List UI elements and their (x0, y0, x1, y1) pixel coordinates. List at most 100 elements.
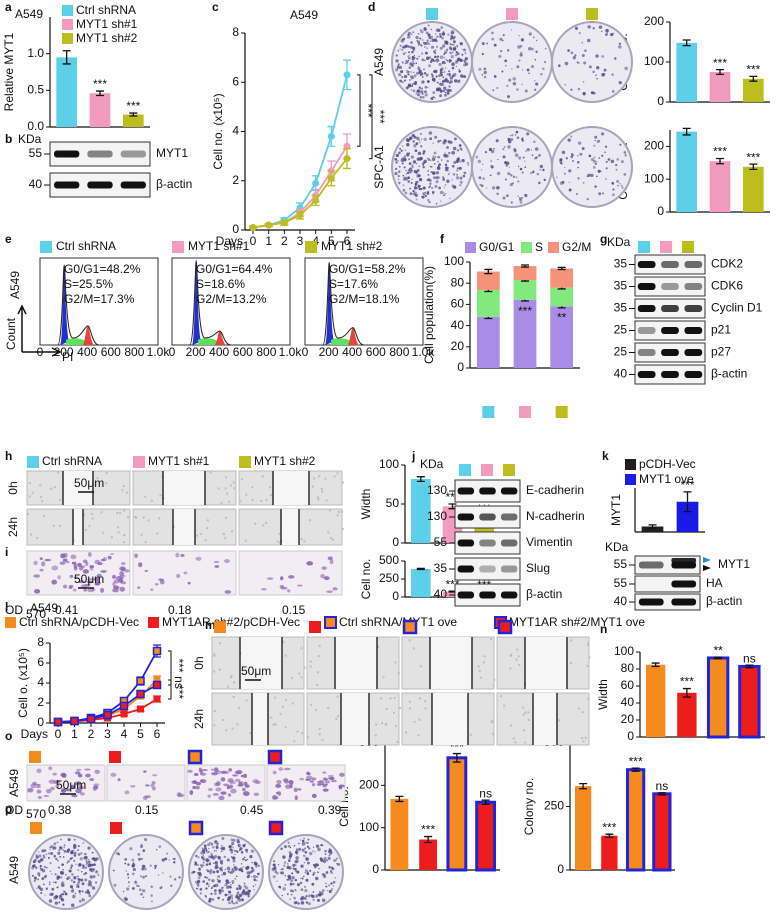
colony (156, 849, 158, 851)
colony (413, 82, 416, 85)
cell-texture (510, 653, 513, 656)
colony (521, 139, 524, 142)
colony (56, 886, 59, 889)
colony (201, 847, 204, 850)
cell-texture (261, 475, 264, 478)
colony (542, 67, 545, 70)
colony (138, 885, 140, 887)
colony (430, 166, 433, 168)
colony (282, 855, 286, 859)
colony (398, 65, 403, 70)
cell-texture (397, 672, 400, 675)
colony (417, 93, 420, 97)
colony (464, 56, 469, 61)
migrated-cell (35, 786, 41, 789)
colony (438, 62, 442, 67)
colony (432, 79, 436, 83)
colony (422, 165, 425, 169)
migrated-cell (240, 774, 245, 778)
colony (87, 846, 91, 850)
colony (335, 857, 339, 860)
colony (440, 67, 444, 71)
colony (239, 867, 242, 870)
colony (425, 56, 430, 60)
colony (149, 864, 152, 867)
colony (520, 51, 523, 54)
colony (420, 44, 423, 47)
error-bar (682, 39, 691, 47)
scale-label: 50μm (74, 476, 104, 490)
colony (286, 893, 289, 896)
panel-letter: n (600, 622, 607, 636)
colony (407, 73, 410, 76)
colony (620, 184, 623, 187)
colony (612, 193, 615, 197)
colony (218, 891, 222, 895)
migrated-cell (230, 788, 237, 794)
colony (283, 864, 286, 867)
blot-label: MYT1 (156, 146, 188, 160)
colony (39, 867, 42, 869)
colony (510, 29, 513, 31)
colony (512, 175, 516, 178)
colony (501, 39, 504, 42)
cell-texture (327, 531, 330, 534)
colony (568, 181, 570, 184)
blot-label: Slug (526, 561, 550, 575)
colony (426, 43, 428, 46)
colony (412, 71, 415, 74)
y-tick-label: 6 (232, 74, 239, 88)
legend-swatch (62, 5, 73, 16)
colony (444, 163, 448, 167)
blot-label: Vimentin (526, 535, 572, 549)
flow-frame (39, 257, 159, 346)
colony (280, 847, 283, 850)
colony (430, 45, 434, 49)
y-tick-label: 20 (451, 339, 465, 353)
colony (403, 166, 406, 169)
cell-texture (524, 711, 527, 714)
colony (234, 853, 236, 856)
colony (620, 160, 624, 164)
migrated-cell (76, 768, 82, 771)
significance: *** (518, 304, 532, 318)
blot-label: CDK2 (711, 257, 743, 271)
colony (439, 190, 444, 195)
group-marker (214, 621, 226, 633)
cell-texture (316, 671, 319, 674)
colony (576, 61, 579, 64)
cell-texture (121, 489, 124, 492)
colony (206, 851, 209, 854)
colony (531, 154, 534, 157)
migrated-cell (81, 565, 86, 568)
colony (586, 198, 589, 201)
colony (615, 168, 618, 171)
colony (58, 849, 61, 852)
migrated-cell (124, 790, 130, 795)
colony (601, 154, 604, 157)
colony (576, 160, 580, 164)
migrated-cell (130, 784, 136, 788)
colony (46, 887, 48, 889)
blot-band (661, 305, 679, 312)
s-phase (330, 338, 350, 345)
colony (420, 145, 423, 148)
colony (623, 173, 627, 176)
cell-texture (377, 645, 380, 648)
x-tick-label: 3 (104, 727, 111, 741)
g2-peak (82, 325, 95, 345)
colony (72, 894, 76, 899)
y-tick-label: 100 (444, 254, 464, 268)
colony (315, 876, 319, 881)
colony (237, 891, 240, 894)
cell-texture (527, 711, 530, 714)
colony (63, 849, 67, 853)
colony (461, 48, 463, 50)
colony (328, 866, 331, 869)
colony (528, 32, 532, 36)
colony (578, 31, 581, 34)
colony (325, 871, 329, 874)
colony (507, 95, 511, 99)
colony (403, 79, 406, 82)
colony (91, 851, 94, 854)
